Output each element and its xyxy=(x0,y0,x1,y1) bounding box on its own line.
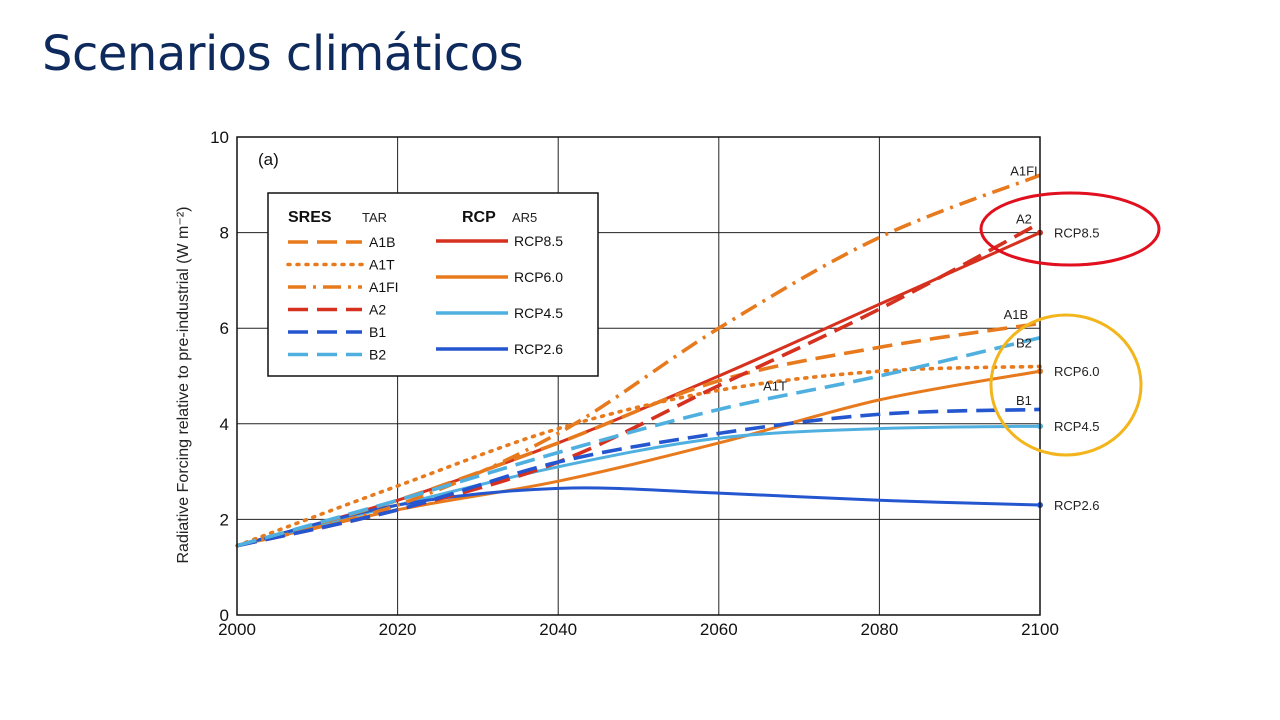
series-line-a1fi xyxy=(236,173,1041,548)
y-axis-label: Radiative Forcing relative to pre-indust… xyxy=(175,207,192,564)
series-line-rcp2-6 xyxy=(236,486,1041,548)
end-label-a1fi: A1FI xyxy=(1010,163,1037,178)
legend-group-title: RCP xyxy=(462,209,496,226)
legend-item-label: RCP2.6 xyxy=(514,341,563,357)
legend-item-label: A1B xyxy=(369,234,395,250)
slide-title: Scenarios climáticos xyxy=(42,26,524,82)
x-tick-label: 2000 xyxy=(218,620,256,639)
series-line-b1 xyxy=(236,407,1041,548)
y-tick-label: 4 xyxy=(220,415,229,434)
legend-item-label: A1FI xyxy=(369,279,399,295)
highlight-circles xyxy=(979,191,1161,457)
y-tick-label: 6 xyxy=(220,319,229,338)
plot-frame xyxy=(236,136,1041,616)
legend-group-subtitle: TAR xyxy=(362,210,387,225)
series-line-a1t xyxy=(235,364,1042,548)
highlight-circle-red xyxy=(979,191,1161,267)
series-line-b2 xyxy=(236,336,1041,548)
y-tick-label: 0 xyxy=(220,606,229,625)
axis-ticks: 2000 2020 2040 2060 2080 2100 0 2 4 6 8 10 xyxy=(210,128,1059,639)
end-label-b2: B2 xyxy=(1016,336,1032,351)
end-label-a1t: A1T xyxy=(763,379,787,394)
end-label-rcp2-6: RCP2.6 xyxy=(1054,498,1100,513)
legend-group-title: SRES xyxy=(288,209,332,226)
end-label-a1b: A1B xyxy=(1004,307,1029,322)
legend: SRES TAR A1B A1T A1FI A2 B1 B2 RCP AR5 RCP8.5 RCP6.… xyxy=(267,192,599,377)
legend-item-label: RCP8.5 xyxy=(514,233,563,249)
legend-item-label: RCP4.5 xyxy=(514,305,563,321)
highlight-circle-yellow xyxy=(989,313,1143,457)
legend-item-label: A1T xyxy=(369,257,395,273)
legend-item-label: A2 xyxy=(369,302,386,318)
legend-item-label: B2 xyxy=(369,347,386,363)
end-label-a2: A2 xyxy=(1016,211,1032,226)
legend-group-subtitle: AR5 xyxy=(512,210,537,225)
panel-label: (a) xyxy=(258,150,279,169)
series-end-labels: A1FI A2 RCP8.5 A1B B2 RCP6.0 A1T B1 RCP4.5 RCP2.6 xyxy=(763,163,1099,513)
x-tick-label: 2040 xyxy=(539,620,577,639)
legend-item-label: B1 xyxy=(369,324,386,340)
x-tick-label: 2020 xyxy=(379,620,417,639)
end-label-rcp8-5: RCP8.5 xyxy=(1054,226,1100,241)
end-label-b1: B1 xyxy=(1016,393,1032,408)
y-tick-label: 8 xyxy=(220,224,229,243)
x-tick-label: 2080 xyxy=(860,620,898,639)
end-label-rcp6-0: RCP6.0 xyxy=(1054,364,1100,379)
x-tick-label: 2100 xyxy=(1021,620,1059,639)
y-tick-label: 2 xyxy=(220,510,229,529)
legend-item-label: RCP6.0 xyxy=(514,269,563,285)
x-tick-label: 2060 xyxy=(700,620,738,639)
legend-box xyxy=(267,192,599,377)
series-line-rcp6-0 xyxy=(236,369,1041,548)
y-tick-label: 10 xyxy=(210,128,229,147)
end-label-rcp4-5: RCP4.5 xyxy=(1054,419,1100,434)
series-lines xyxy=(235,173,1043,548)
